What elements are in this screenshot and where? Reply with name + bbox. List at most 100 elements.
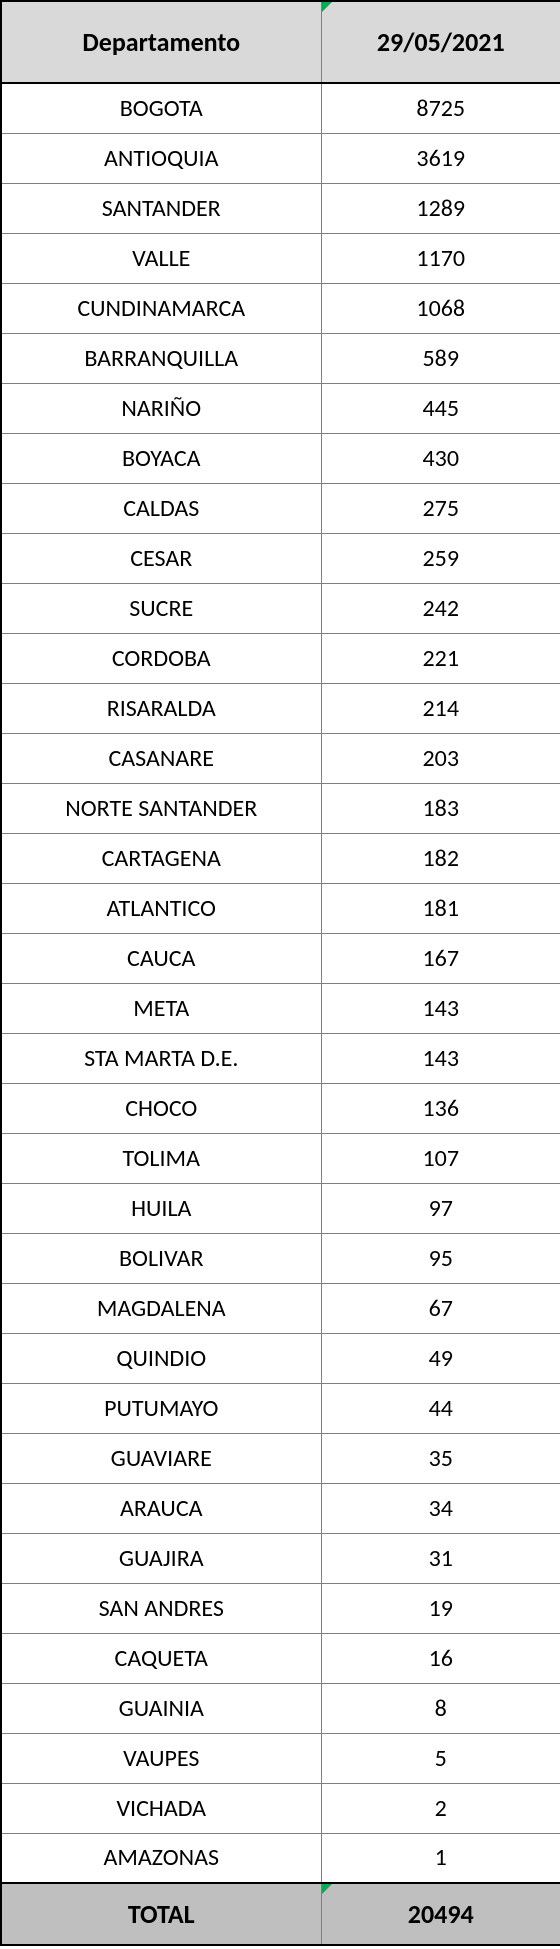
table-row: CAUCA167 xyxy=(1,933,560,983)
table-row: BOYACA430 xyxy=(1,433,560,483)
cell-departamento: CAQUETA xyxy=(1,1633,321,1683)
cell-value: 430 xyxy=(321,433,560,483)
table-row: PUTUMAYO44 xyxy=(1,1383,560,1433)
cell-value: 445 xyxy=(321,383,560,433)
table-row: CAQUETA16 xyxy=(1,1633,560,1683)
cell-departamento: CORDOBA xyxy=(1,633,321,683)
cell-departamento: BOGOTA xyxy=(1,83,321,133)
table-header-row: Departamento 29/05/2021 xyxy=(1,1,560,83)
cell-value: 107 xyxy=(321,1133,560,1183)
table-row: CORDOBA221 xyxy=(1,633,560,683)
cell-value: 143 xyxy=(321,983,560,1033)
table-row: SANTANDER1289 xyxy=(1,183,560,233)
cell-departamento: BOLIVAR xyxy=(1,1233,321,1283)
table-row: NORTE SANTANDER183 xyxy=(1,783,560,833)
departamento-table: Departamento 29/05/2021 BOGOTA8725ANTIOQ… xyxy=(0,0,560,1946)
excel-error-mark-icon xyxy=(322,2,332,12)
cell-departamento: STA MARTA D.E. xyxy=(1,1033,321,1083)
cell-value: 259 xyxy=(321,533,560,583)
cell-value: 143 xyxy=(321,1033,560,1083)
table-row: GUAJIRA31 xyxy=(1,1533,560,1583)
cell-value: 31 xyxy=(321,1533,560,1583)
cell-value: 1170 xyxy=(321,233,560,283)
table-row: NARIÑO445 xyxy=(1,383,560,433)
table-row: META143 xyxy=(1,983,560,1033)
table-row: QUINDIO49 xyxy=(1,1333,560,1383)
footer-total-value: 20494 xyxy=(408,1898,474,1930)
table-footer-row: TOTAL 20494 xyxy=(1,1883,560,1945)
table-row: VAUPES5 xyxy=(1,1733,560,1783)
cell-value: 275 xyxy=(321,483,560,533)
table-row: CUNDINAMARCA1068 xyxy=(1,283,560,333)
cell-departamento: PUTUMAYO xyxy=(1,1383,321,1433)
cell-departamento: SANTANDER xyxy=(1,183,321,233)
cell-value: 19 xyxy=(321,1583,560,1633)
cell-departamento: AMAZONAS xyxy=(1,1833,321,1883)
table-row: BARRANQUILLA589 xyxy=(1,333,560,383)
cell-value: 181 xyxy=(321,883,560,933)
cell-departamento: GUAVIARE xyxy=(1,1433,321,1483)
table-row: RISARALDA214 xyxy=(1,683,560,733)
cell-value: 8 xyxy=(321,1683,560,1733)
cell-departamento: BARRANQUILLA xyxy=(1,333,321,383)
table-row: SAN ANDRES19 xyxy=(1,1583,560,1633)
cell-departamento: NORTE SANTANDER xyxy=(1,783,321,833)
cell-departamento: QUINDIO xyxy=(1,1333,321,1383)
cell-value: 3619 xyxy=(321,133,560,183)
table-row: GUAINIA8 xyxy=(1,1683,560,1733)
cell-departamento: GUAJIRA xyxy=(1,1533,321,1583)
cell-value: 589 xyxy=(321,333,560,383)
table-row: VICHADA2 xyxy=(1,1783,560,1833)
footer-total-value-cell: 20494 xyxy=(321,1883,560,1945)
cell-departamento: CHOCO xyxy=(1,1083,321,1133)
cell-value: 16 xyxy=(321,1633,560,1683)
cell-value: 34 xyxy=(321,1483,560,1533)
cell-departamento: TOLIMA xyxy=(1,1133,321,1183)
cell-value: 203 xyxy=(321,733,560,783)
cell-value: 67 xyxy=(321,1283,560,1333)
table-row: MAGDALENA67 xyxy=(1,1283,560,1333)
cell-departamento: ANTIOQUIA xyxy=(1,133,321,183)
cell-departamento: RISARALDA xyxy=(1,683,321,733)
table-row: ATLANTICO181 xyxy=(1,883,560,933)
cell-departamento: CARTAGENA xyxy=(1,833,321,883)
header-date: 29/05/2021 xyxy=(321,1,560,83)
cell-departamento: CASANARE xyxy=(1,733,321,783)
table-row: BOGOTA8725 xyxy=(1,83,560,133)
cell-departamento: CALDAS xyxy=(1,483,321,533)
table-row: CARTAGENA182 xyxy=(1,833,560,883)
table-row: TOLIMA107 xyxy=(1,1133,560,1183)
cell-departamento: HUILA xyxy=(1,1183,321,1233)
cell-departamento: VICHADA xyxy=(1,1783,321,1833)
cell-departamento: CESAR xyxy=(1,533,321,583)
cell-value: 97 xyxy=(321,1183,560,1233)
cell-value: 8725 xyxy=(321,83,560,133)
header-departamento: Departamento xyxy=(1,1,321,83)
table-row: VALLE1170 xyxy=(1,233,560,283)
footer-total-label: TOTAL xyxy=(128,1898,195,1930)
cell-departamento: CAUCA xyxy=(1,933,321,983)
table-row: STA MARTA D.E.143 xyxy=(1,1033,560,1083)
cell-departamento: META xyxy=(1,983,321,1033)
cell-departamento: VAUPES xyxy=(1,1733,321,1783)
cell-value: 1 xyxy=(321,1833,560,1883)
table-row: GUAVIARE35 xyxy=(1,1433,560,1483)
cell-departamento: MAGDALENA xyxy=(1,1283,321,1333)
cell-value: 1068 xyxy=(321,283,560,333)
cell-value: 214 xyxy=(321,683,560,733)
cell-departamento: NARIÑO xyxy=(1,383,321,433)
cell-departamento: VALLE xyxy=(1,233,321,283)
cell-value: 167 xyxy=(321,933,560,983)
cell-value: 2 xyxy=(321,1783,560,1833)
table-row: BOLIVAR95 xyxy=(1,1233,560,1283)
cell-departamento: GUAINIA xyxy=(1,1683,321,1733)
cell-departamento: SUCRE xyxy=(1,583,321,633)
data-table-container: Departamento 29/05/2021 BOGOTA8725ANTIOQ… xyxy=(0,0,560,1946)
cell-value: 136 xyxy=(321,1083,560,1133)
cell-value: 221 xyxy=(321,633,560,683)
table-row: ARAUCA34 xyxy=(1,1483,560,1533)
cell-value: 242 xyxy=(321,583,560,633)
cell-value: 95 xyxy=(321,1233,560,1283)
table-row: SUCRE242 xyxy=(1,583,560,633)
cell-departamento: ATLANTICO xyxy=(1,883,321,933)
